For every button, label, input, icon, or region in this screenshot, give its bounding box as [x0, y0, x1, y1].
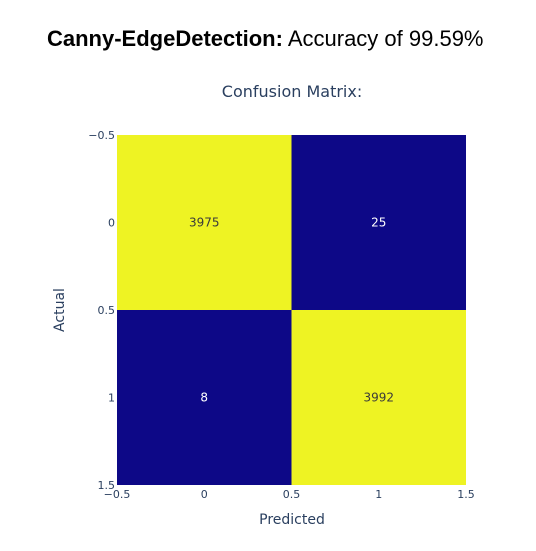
x-axis-ticks: −0.5 0 0.5 1 1.5	[104, 488, 475, 501]
y-tick-label: 1.5	[98, 479, 116, 492]
cell-value-labels: 3975 25 8 3992	[189, 216, 394, 405]
y-tick-label: 1	[108, 392, 115, 405]
y-axis-ticks: −0.5 0 0.5 1 1.5	[88, 129, 115, 492]
heatmap-cell	[291, 135, 466, 310]
chart-title: Confusion Matrix:	[222, 82, 362, 101]
y-tick-label: 0.5	[98, 304, 116, 317]
method-name: Canny-EdgeDetection:	[47, 26, 283, 51]
heatmap-cells	[117, 135, 466, 485]
cell-value-label: 3992	[363, 391, 394, 405]
chart-headline: Canny-EdgeDetection: Accuracy of 99.59%	[47, 26, 484, 52]
x-tick-label: 0.5	[283, 488, 301, 501]
heatmap-cell	[117, 135, 292, 310]
y-tick-label: −0.5	[88, 129, 115, 142]
x-tick-label: 0	[201, 488, 208, 501]
y-axis-label: Actual	[52, 288, 68, 332]
x-tick-label: 1.5	[457, 488, 475, 501]
x-tick-label: 1	[375, 488, 382, 501]
cell-value-label: 8	[200, 391, 208, 405]
heatmap-cell	[291, 310, 466, 485]
cell-value-label: 3975	[189, 216, 220, 230]
heatmap-cell	[117, 310, 292, 485]
x-axis-label: Predicted	[259, 512, 325, 528]
x-tick-label: −0.5	[104, 488, 131, 501]
cell-value-label: 25	[371, 216, 386, 230]
accuracy-text: Accuracy of 99.59%	[287, 26, 484, 51]
y-tick-label: 0	[108, 217, 115, 230]
